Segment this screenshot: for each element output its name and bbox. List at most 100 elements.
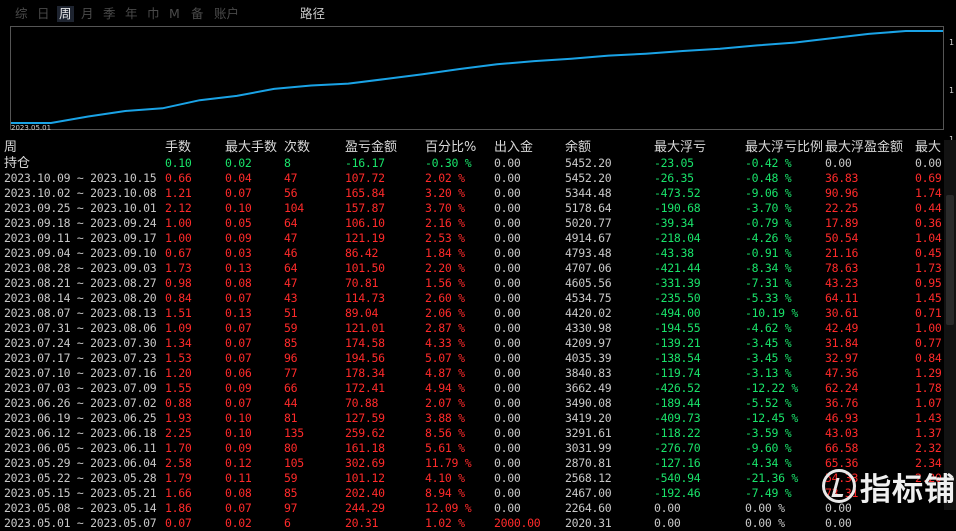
tab-6[interactable]: 巾 (147, 6, 160, 21)
column-header[interactable]: 最大浮亏比例 (745, 140, 824, 155)
table-cell: 2.06 % (425, 306, 465, 320)
table-cell: 47 (284, 231, 298, 245)
tab-3[interactable]: 月 (81, 6, 94, 21)
table-cell: 2.87 % (425, 321, 465, 335)
table-cell: 0.00 (494, 156, 521, 170)
table-row[interactable]: 2023.09.11 ~ 2023.09.17 1.00 0.09 47 121.19 2… (0, 231, 944, 246)
week-range: 2023.09.25 ~ 2023.10.01 (4, 201, 157, 215)
column-header[interactable]: 最大 (915, 140, 942, 155)
scrollbar-thumb[interactable] (946, 195, 954, 325)
table-cell: 0.44 (915, 201, 942, 215)
table-cell: 36.83 (825, 171, 859, 185)
table-row[interactable]: 2023.05.08 ~ 2023.05.14 1.86 0.07 97 244.29 1… (0, 501, 944, 516)
table-cell: 44 (284, 396, 298, 410)
table-cell: -3.45 % (745, 336, 792, 350)
table-cell: 4.33 % (425, 336, 465, 350)
table-cell: -5.52 % (745, 396, 792, 410)
table-row[interactable]: 2023.09.25 ~ 2023.10.01 2.12 0.10 104 157.87… (0, 201, 944, 216)
table-cell: 157.87 (345, 201, 385, 215)
table-row[interactable]: 2023.07.31 ~ 2023.08.06 1.09 0.07 59 121.01 2… (0, 321, 944, 336)
column-header[interactable]: 次数 (284, 140, 311, 155)
table-row[interactable]: 2023.06.19 ~ 2023.06.25 1.93 0.10 81 127.59 3… (0, 411, 944, 426)
table-cell: 0.66 (165, 171, 192, 185)
week-range: 2023.07.03 ~ 2023.07.09 (4, 381, 157, 395)
tab-2[interactable]: 周 (57, 6, 74, 22)
table-cell: 85 (284, 486, 298, 500)
table-cell: 1.37 (915, 426, 942, 440)
table-cell: 12.09 % (425, 501, 472, 515)
table-cell: 135 (284, 426, 304, 440)
table-cell: 0.88 (165, 396, 192, 410)
column-header[interactable]: 最大浮亏 (654, 140, 707, 155)
table-cell: 4420.02 (565, 306, 612, 320)
table-row[interactable]: 2023.08.21 ~ 2023.08.27 0.98 0.08 47 70.81 1.… (0, 276, 944, 291)
column-header[interactable]: 最大手数 (225, 140, 278, 155)
table-cell: 0.06 (225, 366, 252, 380)
table-cell: 2264.60 (565, 501, 612, 515)
table-cell: 0.00 (494, 201, 521, 215)
column-header[interactable]: 周 (4, 140, 18, 155)
table-cell: -127.16 (654, 456, 701, 470)
table-cell: 64 (284, 261, 298, 275)
table-cell: 1.07 (915, 396, 942, 410)
table-cell: 1.86 (165, 501, 192, 515)
table-row[interactable]: 2023.05.29 ~ 2023.06.04 2.58 0.12 105 302.69… (0, 456, 944, 471)
table-row[interactable]: 2023.08.14 ~ 2023.08.20 0.84 0.07 43 114.73 2… (0, 291, 944, 306)
table-cell: 114.73 (345, 291, 385, 305)
table-row[interactable]: 2023.05.15 ~ 2023.05.21 1.66 0.08 85 202.40 8… (0, 486, 944, 501)
table-cell: 0.03 (225, 246, 252, 260)
table-row[interactable]: 2023.09.18 ~ 2023.09.24 1.00 0.05 64 106.10 2… (0, 216, 944, 231)
table-row[interactable]: 2023.05.01 ~ 2023.05.07 0.07 0.02 6 20.31 1.0… (0, 516, 944, 531)
table-row[interactable]: 2023.05.22 ~ 2023.05.28 1.79 0.11 59 101.12 4… (0, 471, 944, 486)
tab-7[interactable]: M (169, 6, 180, 21)
table-row[interactable]: 2023.08.07 ~ 2023.08.13 1.51 0.13 51 89.04 2.… (0, 306, 944, 321)
column-header[interactable]: 百分比% (425, 140, 477, 155)
week-range: 2023.09.04 ~ 2023.09.10 (4, 246, 157, 260)
table-cell: 36.76 (825, 396, 859, 410)
table-row[interactable]: 2023.09.04 ~ 2023.09.10 0.67 0.03 46 86.42 1.… (0, 246, 944, 261)
table-cell: -0.79 % (745, 216, 792, 230)
column-header[interactable]: 余额 (565, 140, 592, 155)
table-row[interactable]: 2023.10.02 ~ 2023.10.08 1.21 0.07 56 165.84 3… (0, 186, 944, 201)
table-row[interactable]: 2023.07.03 ~ 2023.07.09 1.55 0.09 66 172.41 4… (0, 381, 944, 396)
table-cell: 5.07 % (425, 351, 465, 365)
table-row[interactable]: 2023.07.10 ~ 2023.07.16 1.20 0.06 77 178.34 4… (0, 366, 944, 381)
table-cell: 86.42 (345, 246, 379, 260)
table-cell: 0.13 (225, 306, 252, 320)
table-row[interactable]: 2023.07.17 ~ 2023.07.23 1.53 0.07 96 194.56 5… (0, 351, 944, 366)
column-header[interactable]: 盈亏金额 (345, 140, 398, 155)
table-cell: 2.25 (165, 426, 192, 440)
tab-1[interactable]: 日 (37, 6, 50, 21)
tab-5[interactable]: 年 (125, 6, 138, 21)
table-cell: 105 (284, 456, 304, 470)
table-cell: 62.24 (825, 381, 859, 395)
table-cell: 3490.08 (565, 396, 612, 410)
position-row[interactable]: 持仓 0.10 0.02 8 -16.17 -0.30 % 0.00 5452.20 -23.0… (0, 156, 944, 171)
table-cell: 0.67 (165, 246, 192, 260)
tab-9[interactable]: 账户 (214, 6, 240, 21)
tab-8[interactable]: 备 (191, 6, 204, 21)
equity-chart (10, 26, 944, 130)
table-row[interactable]: 2023.08.28 ~ 2023.09.03 1.73 0.13 64 101.50 2… (0, 261, 944, 276)
weekly-stats-table: 周 手数 最大手数 次数 盈亏金额 百分比% 出入金 余额 最大浮亏 最大浮亏比例 最大浮盈金额 最大… (0, 140, 944, 531)
table-cell: 1.02 % (425, 516, 465, 530)
week-range: 2023.09.18 ~ 2023.09.24 (4, 216, 157, 230)
table-cell: 56 (284, 186, 298, 200)
table-cell: 0.09 (225, 381, 252, 395)
table-row[interactable]: 2023.07.24 ~ 2023.07.30 1.34 0.07 85 174.58 4… (0, 336, 944, 351)
table-row[interactable]: 2023.10.09 ~ 2023.10.15 0.66 0.04 47 107.72 2… (0, 171, 944, 186)
table-cell: 4605.56 (565, 276, 612, 290)
column-header[interactable]: 出入金 (494, 140, 534, 155)
table-row[interactable]: 2023.06.05 ~ 2023.06.11 1.70 0.09 80 161.18 5… (0, 441, 944, 456)
table-cell: 66 (284, 381, 298, 395)
column-header[interactable]: 手数 (165, 140, 192, 155)
table-row[interactable]: 2023.06.26 ~ 2023.07.02 0.88 0.07 44 70.88 2.… (0, 396, 944, 411)
column-header[interactable]: 最大浮盈金额 (825, 140, 904, 155)
table-cell: 64.11 (825, 291, 859, 305)
tab-10[interactable]: 路径 (300, 6, 326, 21)
tab-4[interactable]: 季 (103, 6, 116, 21)
tab-0[interactable]: 综 (15, 6, 28, 21)
table-cell: -26.35 (654, 171, 694, 185)
table-cell: -540.94 (654, 471, 701, 485)
table-row[interactable]: 2023.06.12 ~ 2023.06.18 2.25 0.10 135 259.62… (0, 426, 944, 441)
